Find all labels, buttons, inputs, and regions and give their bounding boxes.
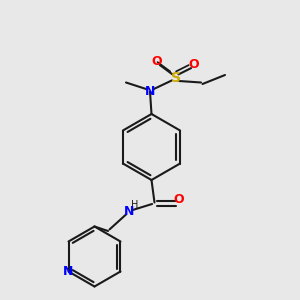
Text: N: N [124,205,134,218]
Text: O: O [174,193,184,206]
Text: N: N [145,85,155,98]
Text: H: H [131,200,138,210]
Text: S: S [170,71,181,85]
Text: N: N [63,265,74,278]
Text: O: O [152,55,162,68]
Text: O: O [189,58,200,71]
